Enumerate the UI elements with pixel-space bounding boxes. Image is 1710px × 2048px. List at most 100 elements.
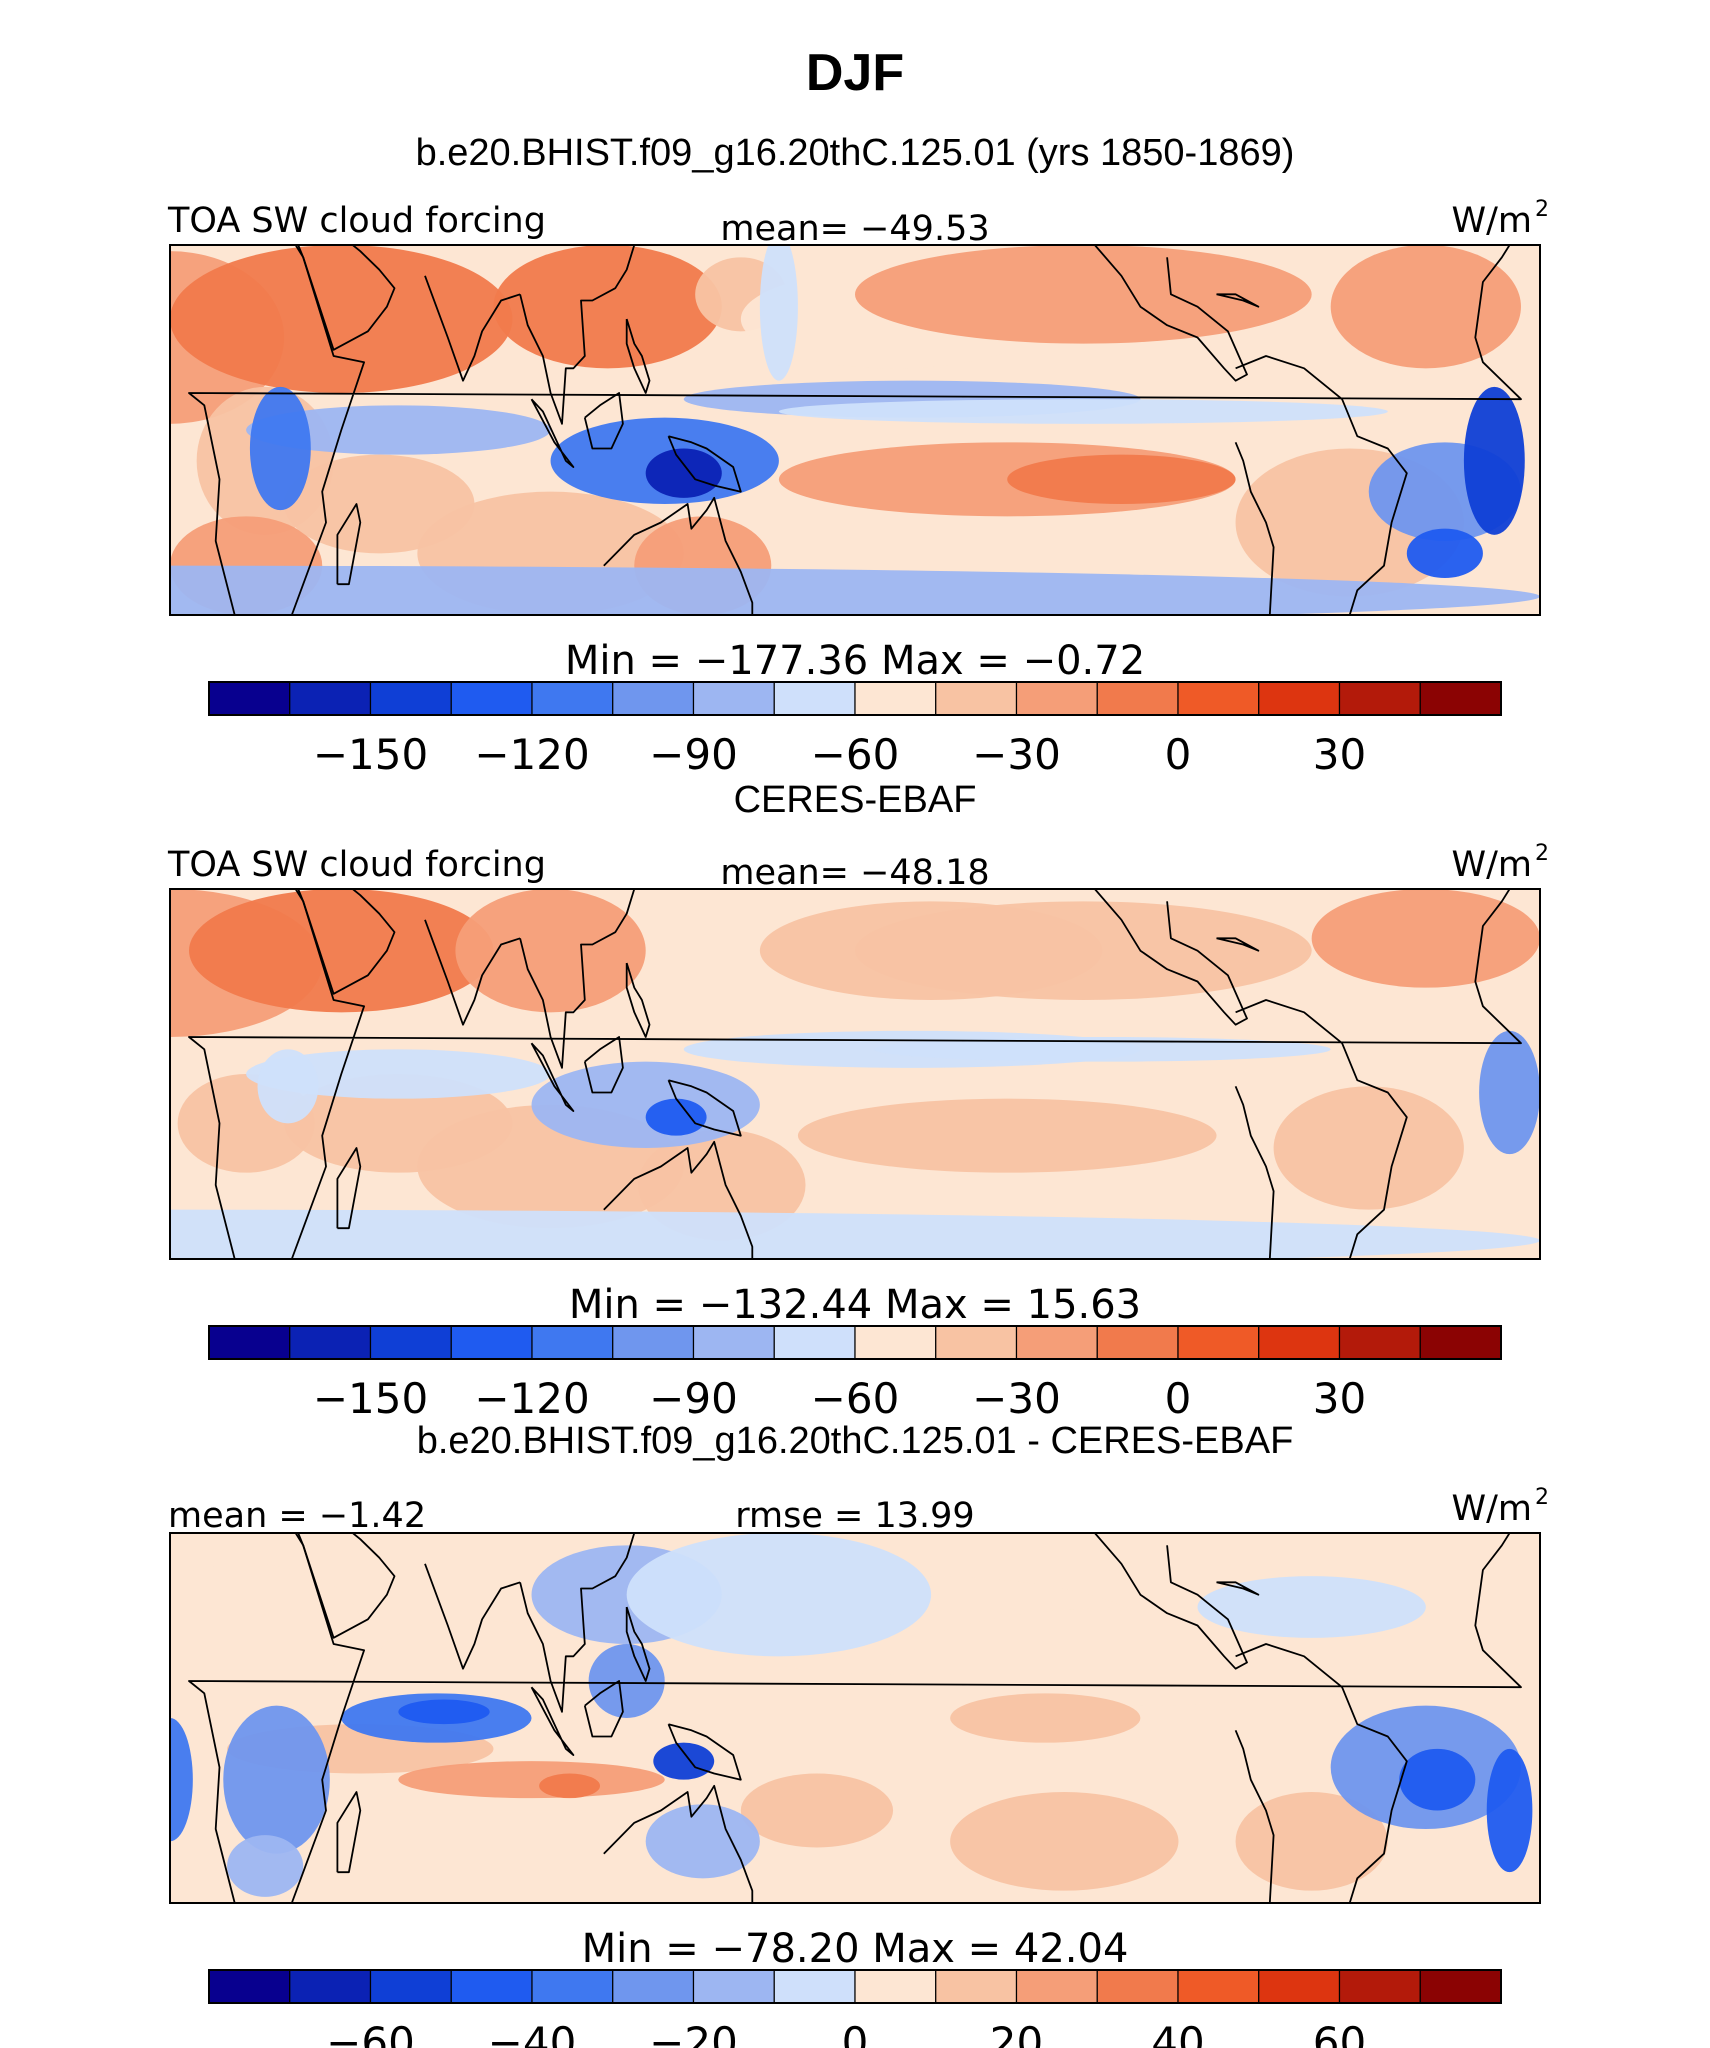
colorbar-tick-label: 0	[1165, 1374, 1192, 1423]
map-frame	[169, 888, 1541, 1260]
colorbar-tick-label: −150	[313, 1374, 428, 1423]
units-text: W/m	[1452, 1489, 1533, 1529]
field-contour	[645, 1098, 707, 1136]
coastline	[1094, 889, 1248, 1026]
panel-rmse-label: rmse = 13.99	[735, 1496, 974, 1536]
colorbar-box	[1177, 681, 1260, 716]
colorbar-box	[692, 681, 775, 716]
field-contour	[223, 1705, 330, 1854]
coastline	[1216, 293, 1260, 308]
colorbar-tick-label: 0	[1165, 730, 1192, 779]
field-contour	[740, 1773, 894, 1848]
colorbar-frame	[208, 1969, 1502, 2004]
field-contour	[626, 1533, 932, 1657]
colorbar-box	[289, 681, 372, 716]
field-contour	[1486, 1748, 1533, 1873]
colorbar-box	[369, 1325, 452, 1360]
colorbar-box	[935, 1325, 1018, 1360]
colorbar-box	[1177, 1969, 1260, 2004]
colorbar-box	[531, 1325, 614, 1360]
coastline	[1235, 355, 1408, 615]
coastline	[1235, 1643, 1408, 1903]
field-contour	[379, 1619, 570, 1694]
field-contour	[1235, 1792, 1388, 1891]
units-text: W/m	[1452, 201, 1533, 241]
panel-left-label: TOA SW cloud forcing	[167, 201, 546, 241]
colorbar-box	[692, 1325, 775, 1360]
field-contour	[189, 889, 494, 1013]
coastline	[1234, 1729, 1275, 1903]
colorbar-tick-label: 40	[1151, 2018, 1204, 2048]
colorbar-frame	[208, 1325, 1502, 1360]
map-field	[169, 244, 1541, 616]
coastline	[424, 275, 521, 382]
colorbar-tick-label: −30	[972, 1374, 1061, 1423]
colorbar-box	[369, 681, 452, 716]
colorbar-box	[854, 1325, 937, 1360]
map-field	[169, 888, 1541, 1260]
field-contour	[284, 454, 475, 554]
field-contour	[246, 405, 551, 455]
colorbar-box	[935, 681, 1018, 716]
coastline	[336, 1791, 362, 1874]
colorbar-box	[1338, 1969, 1421, 2004]
colorbar-tick-label: −30	[972, 730, 1061, 779]
field-contour	[950, 1792, 1179, 1891]
field-contour	[1197, 1576, 1426, 1638]
field-contour	[455, 889, 646, 1013]
coastline	[583, 1036, 624, 1094]
map-frame	[169, 1532, 1541, 1904]
units-superscript: 2	[1535, 197, 1549, 222]
colorbar-box	[1096, 1969, 1179, 2004]
colorbar-box	[208, 681, 291, 716]
field-contour	[1007, 454, 1236, 505]
field-contour	[645, 448, 722, 498]
field-contour	[797, 1098, 1217, 1173]
colorbar-box	[1258, 1325, 1341, 1360]
units-text: W/m	[1452, 845, 1533, 885]
stats-label: Min = −78.20 Max = 42.04	[582, 1926, 1129, 1972]
colorbar-tick-label: 30	[1313, 1374, 1366, 1423]
field-contour	[874, 1037, 1331, 1062]
panel-title: CERES-EBAF	[734, 779, 977, 821]
panel-difference: b.e20.BHIST.f09_g16.20thC.125.01 - CERES…	[168, 1420, 1549, 2048]
colorbar-box	[773, 1325, 856, 1360]
coastline	[1216, 937, 1260, 952]
coastline	[336, 503, 362, 586]
coastline	[294, 245, 396, 351]
field-contour	[493, 245, 722, 369]
units-label: W/m 2	[1452, 841, 1550, 885]
colorbar-frame	[208, 681, 1502, 716]
coastline	[583, 392, 624, 450]
field-contour	[170, 565, 1540, 615]
map-frame	[169, 244, 1541, 616]
colorbar-box	[773, 681, 856, 716]
coastline	[294, 1533, 396, 1639]
colorbar-box	[773, 1969, 856, 2004]
coastline	[603, 1784, 754, 1903]
colorbar-box	[289, 1969, 372, 2004]
field-contour	[778, 399, 1388, 424]
coastline	[294, 889, 396, 995]
colorbar-box	[208, 1969, 291, 2004]
panel-model: TOA SW cloud forcing mean= −49.53 W/m 2 …	[167, 197, 1549, 779]
colorbar-tick-label: −90	[649, 730, 738, 779]
colorbar-tick-label: −40	[488, 2018, 577, 2048]
colorbar-box	[531, 1969, 614, 2004]
figure-title: DJF	[806, 44, 904, 102]
field-contour	[170, 245, 513, 393]
coastline	[1094, 1533, 1248, 1670]
colorbar: −150 −120 −90 −60 −30 0 30	[208, 681, 1502, 779]
units-superscript: 2	[1535, 841, 1549, 866]
coastline	[424, 919, 521, 1026]
field-contour	[1463, 386, 1525, 535]
colorbar-tick-label: −90	[649, 1374, 738, 1423]
colorbar-tick-label: −120	[474, 730, 589, 779]
field-contour	[653, 1742, 715, 1780]
coastline	[1094, 245, 1248, 382]
colorbar-box	[692, 1969, 775, 2004]
colorbar-tick-label: 0	[842, 2018, 869, 2048]
panel-mean-label: mean= −48.18	[720, 853, 989, 893]
coastline	[1234, 441, 1275, 615]
colorbar-tick-label: 60	[1313, 2018, 1366, 2048]
